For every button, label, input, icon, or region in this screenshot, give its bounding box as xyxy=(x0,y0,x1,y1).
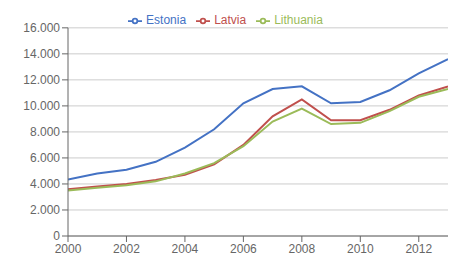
svg-text:10.000: 10.000 xyxy=(23,99,60,113)
svg-text:2008: 2008 xyxy=(288,242,315,256)
html-text:Lithuania: Lithuania xyxy=(274,13,323,27)
svg-text:2006: 2006 xyxy=(230,242,257,256)
svg-text:0: 0 xyxy=(53,229,60,243)
svg-text:6.000: 6.000 xyxy=(30,151,60,165)
svg-text:2002: 2002 xyxy=(113,242,140,256)
svg-text:16.000: 16.000 xyxy=(23,21,60,35)
html-text:Latvia: Latvia xyxy=(214,13,247,27)
svg-text:12.000: 12.000 xyxy=(23,73,60,87)
svg-text:2004: 2004 xyxy=(172,242,199,256)
svg-text:2.000: 2.000 xyxy=(30,203,60,217)
html-text:Estonia: Estonia xyxy=(146,13,187,27)
svg-text:2000: 2000 xyxy=(55,242,82,256)
svg-text:2012: 2012 xyxy=(405,242,432,256)
svg-text:8.000: 8.000 xyxy=(30,125,60,139)
svg-text:14.000: 14.000 xyxy=(23,47,60,61)
svg-text:4.000: 4.000 xyxy=(30,177,60,191)
svg-text:2010: 2010 xyxy=(347,242,374,256)
